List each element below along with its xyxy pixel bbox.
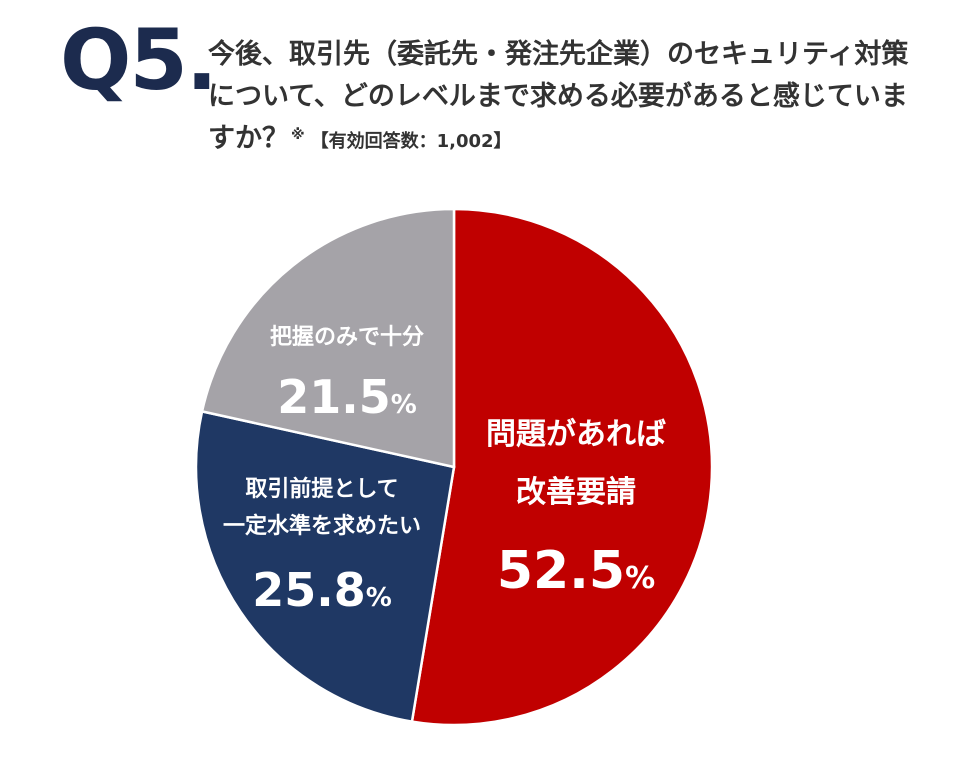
slice-label-improvement-request-line1: 問題があれば [486, 417, 666, 452]
slice-value-number: 52.5 [497, 541, 625, 601]
slice-value-unit: % [391, 390, 417, 420]
slice-label-awareness-only: 把握のみで十分 [270, 324, 424, 350]
respondent-count: 【有効回答数：1,002】 [310, 131, 512, 152]
question-text-block: 今後、取引先（委託先・発注先企業）のセキュリティ対策について、どのレベルまで求め… [208, 34, 928, 163]
slice-value-unit: % [366, 583, 392, 613]
pie-slice-improvement-request [410, 207, 714, 727]
note-mark: ※ [291, 127, 305, 143]
slice-value-number: 25.8 [252, 563, 366, 617]
slice-value-unit: % [625, 561, 655, 596]
slice-label-minimum-standard-line1: 取引前提として [245, 476, 398, 502]
pie-slice-awareness-only [200, 207, 456, 469]
slice-value-improvement-request: 52.5% [497, 541, 655, 601]
slice-value-awareness-only: 21.5% [277, 370, 417, 424]
slice-label-improvement-request-line2: 改善要請 [516, 475, 636, 510]
question-number: Q5. [60, 11, 218, 109]
question-text: 今後、取引先（委託先・発注先企業）のセキュリティ対策について、どのレベルまで求め… [208, 39, 909, 154]
slice-value-minimum-standard: 25.8% [252, 563, 392, 617]
slice-label-minimum-standard-line2: 一定水準を求めたい [223, 513, 421, 539]
slice-value-number: 21.5 [277, 370, 391, 424]
pie-slice-minimum-standard [194, 409, 456, 723]
